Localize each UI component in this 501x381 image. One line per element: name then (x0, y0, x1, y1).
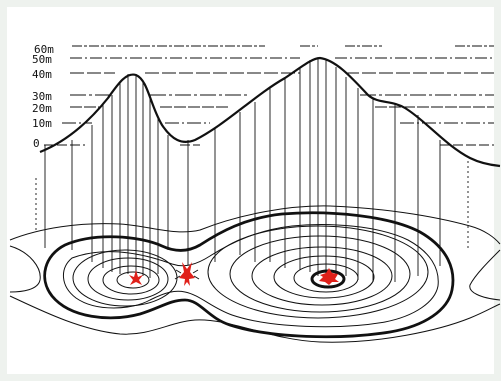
projection-lines (35, 58, 469, 282)
mountain-profile-line (39, 56, 501, 168)
right-hill-ring-4 (229, 235, 411, 313)
elevation-label-30m: 30m (32, 90, 52, 103)
right-hill-ring-3 (207, 225, 429, 319)
contour-outer-left (9, 245, 41, 293)
elevation-reference-lines (44, 45, 494, 146)
contour-outer (9, 205, 501, 245)
contour-map (9, 205, 501, 343)
elevation-scale: 60m 50m 40m 30m 20m 10m 0 (32, 43, 54, 150)
right-hill-ring-7 (293, 263, 359, 293)
elevation-label-50m: 50m (32, 53, 52, 66)
saddle-marker (174, 262, 200, 286)
right-hill-ring-5 (251, 246, 393, 306)
left-hill-ring-4 (87, 257, 169, 301)
elevation-label-10m: 10m (32, 117, 52, 130)
right-hill-ring-6 (273, 255, 375, 299)
elevation-label-20m: 20m (32, 102, 52, 115)
contour-outer-right (469, 249, 501, 301)
elevation-label-0: 0 (33, 137, 40, 150)
left-hill-ring-5 (102, 265, 160, 295)
contour-ring-2 (63, 224, 439, 328)
elevation-label-60m: 60m (34, 43, 54, 56)
contour-base-thick (43, 211, 455, 339)
left-hill-ring-6 (116, 271, 150, 289)
elevation-label-40m: 40m (32, 68, 52, 81)
summit-markers (129, 262, 339, 286)
right-summit-marker (319, 268, 339, 285)
left-summit-marker (129, 270, 143, 285)
